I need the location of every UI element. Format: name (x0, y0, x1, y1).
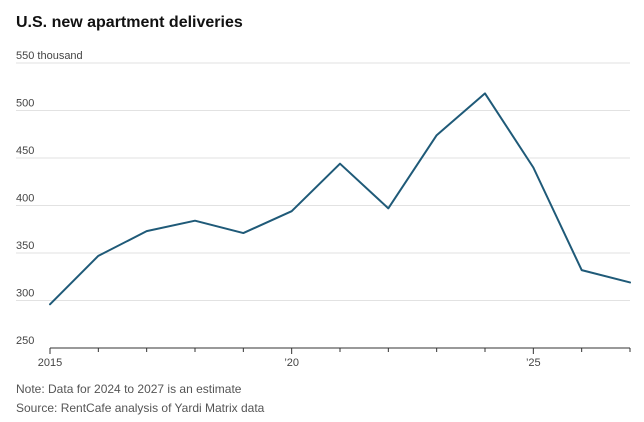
y-tick-label-350: 350 (16, 240, 34, 252)
y-tick-label-300: 300 (16, 288, 34, 300)
chart-title: U.S. new apartment deliveries (16, 14, 243, 31)
x-tick-label-2025: ’25 (526, 357, 541, 369)
source-text: Source: RentCafe analysis of Yardi Matri… (16, 401, 265, 415)
y-tick-label-550: 550 thousand (16, 50, 83, 62)
note-text: Note: Data for 2024 to 2027 is an estima… (16, 382, 242, 396)
y-tick-label-400: 400 (16, 193, 34, 205)
x-tick-label-2015: 2015 (38, 357, 62, 369)
series-line-0 (49, 92, 631, 306)
x-tick-label-2020: ’20 (284, 357, 299, 369)
y-tick-labels: 250 300 350 400 450 500 550 thousand (16, 50, 83, 347)
y-tick-label-500: 500 (16, 98, 34, 110)
x-axis: 2015 ’20 ’25 (38, 347, 631, 369)
line-chart: 250 300 350 400 450 500 550 thousand 2015 ’20 ’2… (16, 50, 631, 369)
y-tick-label-250: 250 (16, 335, 34, 347)
series-layer (49, 92, 631, 306)
y-tick-label-450: 450 (16, 145, 34, 157)
